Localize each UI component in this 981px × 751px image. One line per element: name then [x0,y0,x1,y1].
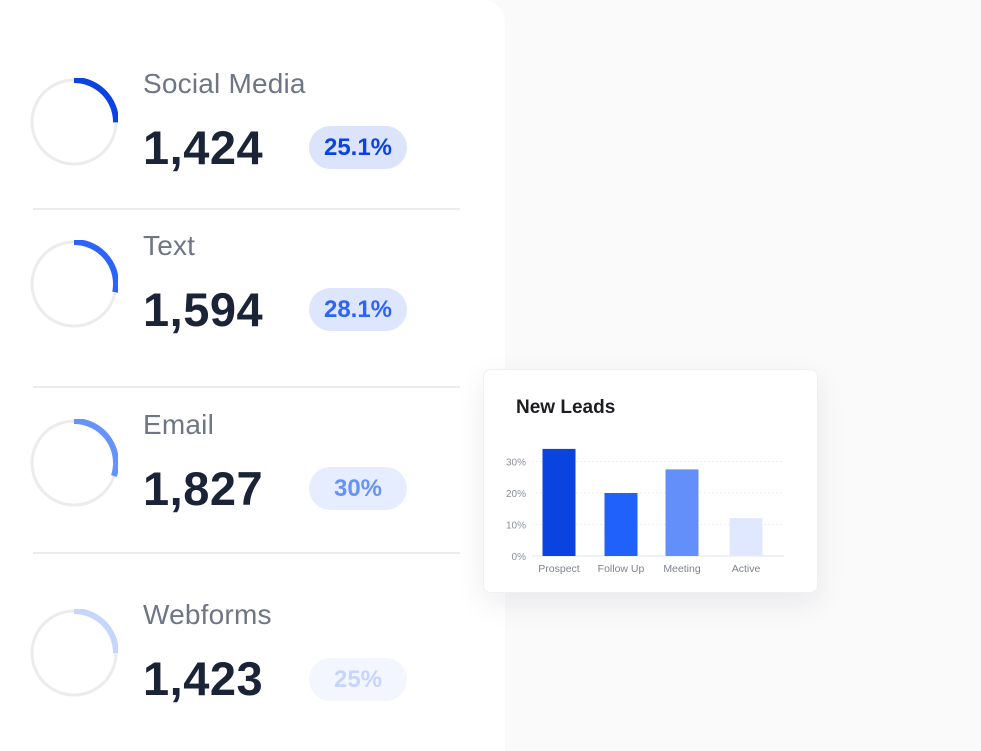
divider [33,386,460,388]
percent-badge: 25% [309,658,407,701]
stat-value: 1,594 [143,283,264,336]
bar-active [729,518,763,556]
stat-label: Webforms [143,599,272,630]
divider [33,552,460,554]
stat-value: 1,423 [143,652,264,705]
percent-badge: 28.1% [309,288,407,331]
x-tick-label: Meeting [663,563,701,575]
new-leads-bar-chart: 0% 10% 20% 30% Prospect Follow Up Meeting Activ… [506,448,784,575]
y-tick-label: 20% [506,489,526,500]
x-tick-label: Follow Up [598,563,645,575]
stat-label: Text [143,230,196,261]
new-leads-card: New Leads 0% 10% 20% 30% Prospect Follow Up Me… [483,369,818,593]
lead-sources-panel: Social Media 1,424 25.1% Text 1,594 28.1… [30,68,460,705]
x-tick-label: Prospect [538,563,580,575]
progress-ring [30,78,118,166]
y-tick-label: 0% [512,552,527,563]
bar-follow-up [604,493,638,556]
progress-ring [30,609,118,697]
percent-badge: 25.1% [309,126,407,169]
bar-meeting [665,469,699,556]
progress-ring [30,240,118,328]
y-tick-label: 30% [506,458,526,469]
stat-value: 1,424 [143,121,264,174]
x-tick-label: Active [732,563,761,575]
progress-ring [30,419,118,507]
divider [33,208,460,210]
card-title: New Leads [516,397,616,418]
stat-label: Email [143,409,215,440]
stat-value: 1,827 [143,462,264,515]
stat-label: Social Media [143,68,306,99]
bar-prospect [542,448,576,556]
percent-badge: 30% [309,467,407,510]
y-tick-label: 10% [506,521,526,532]
